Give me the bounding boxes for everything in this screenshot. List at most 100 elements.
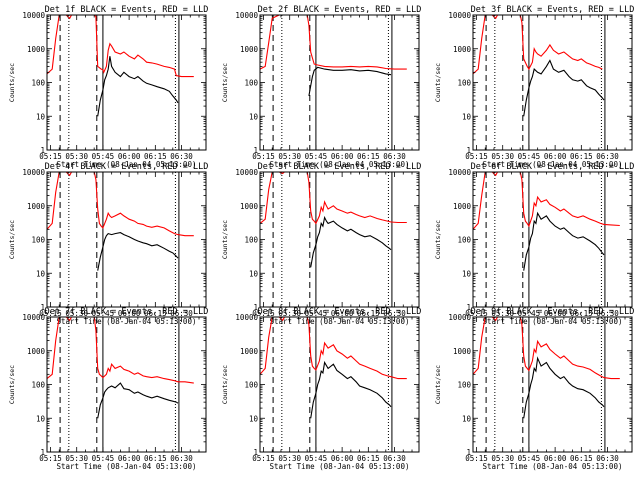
plot-frame	[46, 171, 207, 308]
x-tick-label: 06:15	[570, 152, 593, 161]
series-lld-line	[260, 172, 407, 225]
y-tick-label: 10000	[448, 168, 471, 177]
x-tick-label: 05:45	[92, 454, 115, 463]
series-lld-line	[260, 15, 407, 70]
x-tick-label: 06:15	[570, 309, 593, 318]
x-tick-label: 06:15	[570, 454, 593, 463]
series-lld-line	[47, 15, 194, 78]
x-tick-label: 05:45	[305, 309, 328, 318]
y-tick-label: 1	[466, 146, 471, 155]
y-tick-label: 100	[457, 236, 471, 245]
series-events-line	[523, 356, 605, 419]
panel-title: Det 2f BLACK = Events, RED = LLD	[258, 5, 422, 15]
y-tick-label: 1000	[240, 45, 259, 54]
x-tick-label: 06:15	[357, 454, 380, 463]
x-tick-label: 06:30	[596, 454, 619, 463]
x-tick-label: 05:45	[305, 152, 328, 161]
y-axis-label: Counts/sec	[434, 220, 442, 259]
panel-title: Det 8f BLACK = Events, RED = LLD	[258, 307, 422, 317]
x-tick-label: 06:00	[118, 454, 141, 463]
y-tick-label: 100	[244, 236, 258, 245]
y-tick-label: 100	[31, 79, 45, 88]
x-tick-label: 05:15	[465, 152, 488, 161]
plot-frame	[46, 316, 207, 453]
x-axis-label: Start Time (08-Jan-04 05:13:00)	[483, 160, 623, 169]
x-tick-label: 05:15	[252, 152, 275, 161]
x-tick-label: 05:15	[465, 454, 488, 463]
x-axis-label: Start Time (08-Jan-04 05:13:00)	[270, 462, 410, 471]
y-tick-label: 1	[253, 146, 258, 155]
x-axis-label: Start Time (08-Jan-04 05:13:00)	[483, 462, 623, 471]
x-tick-label: 06:00	[331, 309, 354, 318]
y-axis-label: Counts/sec	[221, 63, 229, 102]
y-tick-label: 1000	[240, 347, 259, 356]
x-tick-label: 05:45	[518, 454, 541, 463]
panel-title: Det 4f BLACK = Events, RED = LLD	[45, 162, 209, 172]
panel-det-2: 1 10 100 1000 10000 05:15 05:30 05:45 06:00 06:15…	[221, 5, 421, 169]
x-tick-label: 05:15	[39, 309, 62, 318]
y-tick-label: 10	[36, 269, 46, 278]
y-tick-label: 100	[244, 381, 258, 390]
series-lld-line	[47, 172, 194, 237]
x-tick-label: 05:45	[518, 152, 541, 161]
y-tick-label: 10	[249, 414, 259, 423]
plot-frame	[472, 316, 633, 453]
x-tick-label: 06:30	[170, 309, 193, 318]
panel-title: Det 1f BLACK = Events, RED = LLD	[45, 5, 209, 15]
series-lld-line	[473, 172, 620, 230]
x-tick-label: 06:00	[544, 152, 567, 161]
y-tick-label: 100	[457, 79, 471, 88]
y-tick-label: 1	[466, 448, 471, 457]
plot-frame	[46, 14, 207, 151]
y-tick-label: 1000	[453, 45, 472, 54]
y-tick-label: 10	[36, 112, 46, 121]
y-tick-label: 100	[31, 236, 45, 245]
x-tick-label: 06:15	[144, 454, 167, 463]
x-axis-label: Start Time (08-Jan-04 05:13:00)	[57, 160, 197, 169]
panel-det-3: 1 10 100 1000 10000 05:15 05:30 05:45 06:00 06:15…	[434, 5, 634, 169]
x-axis-label: Start Time (08-Jan-04 05:13:00)	[57, 462, 197, 471]
y-tick-label: 10	[462, 414, 472, 423]
x-tick-label: 06:00	[331, 454, 354, 463]
series-events-line	[97, 56, 179, 117]
y-tick-label: 100	[31, 381, 45, 390]
y-tick-label: 1	[40, 146, 45, 155]
x-tick-label: 06:30	[383, 454, 406, 463]
x-tick-label: 06:00	[331, 152, 354, 161]
y-tick-label: 10000	[235, 313, 258, 322]
plot-frame	[259, 316, 420, 453]
x-tick-label: 06:30	[596, 152, 619, 161]
x-axis-label: Start Time (08-Jan-04 05:13:00)	[483, 317, 623, 326]
x-tick-label: 05:15	[39, 152, 62, 161]
x-tick-label: 05:15	[252, 454, 275, 463]
y-axis-label: Counts/sec	[8, 63, 16, 102]
y-axis-label: Counts/sec	[221, 365, 229, 404]
y-tick-label: 10000	[22, 313, 45, 322]
x-tick-label: 05:45	[305, 454, 328, 463]
series-lld-line	[260, 317, 407, 380]
y-axis-label: Counts/sec	[434, 63, 442, 102]
y-tick-label: 10	[36, 414, 46, 423]
x-tick-label: 05:30	[491, 152, 514, 161]
x-tick-label: 05:15	[252, 309, 275, 318]
series-lld-line	[47, 317, 194, 384]
x-tick-label: 05:30	[278, 152, 301, 161]
y-tick-label: 1	[40, 448, 45, 457]
y-tick-label: 1000	[27, 202, 46, 211]
y-axis-label: Counts/sec	[8, 365, 16, 404]
x-tick-label: 06:00	[118, 152, 141, 161]
y-tick-label: 10000	[235, 11, 258, 20]
y-tick-label: 10000	[22, 11, 45, 20]
y-tick-label: 10000	[448, 313, 471, 322]
x-tick-label: 06:15	[144, 152, 167, 161]
x-tick-label: 06:00	[118, 309, 141, 318]
x-tick-label: 05:30	[278, 309, 301, 318]
series-events-line	[97, 232, 179, 271]
y-tick-label: 1000	[453, 202, 472, 211]
x-tick-label: 05:30	[278, 454, 301, 463]
y-tick-label: 10000	[22, 168, 45, 177]
x-tick-label: 05:15	[39, 454, 62, 463]
series-lld-line	[473, 15, 603, 75]
x-tick-label: 05:45	[92, 309, 115, 318]
